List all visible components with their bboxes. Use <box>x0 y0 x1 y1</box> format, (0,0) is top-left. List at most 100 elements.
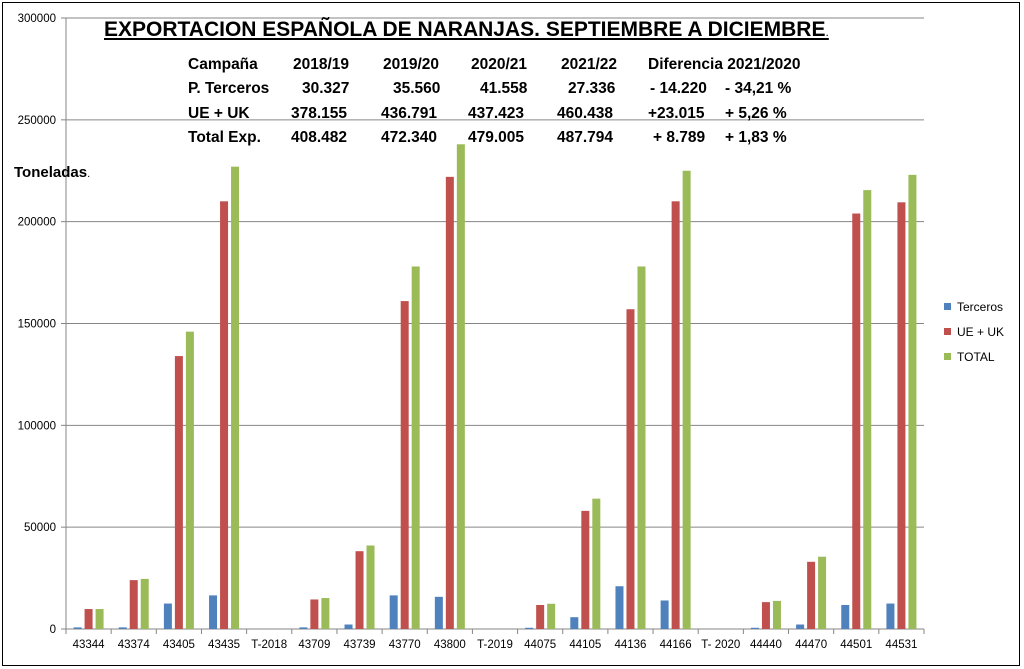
x-tick-label: 44470 <box>795 639 827 651</box>
bar-ue-uk <box>626 309 635 629</box>
bar-ue-uk <box>84 609 93 629</box>
y-axis-unit-text: Toneladas <box>14 164 88 181</box>
y-tick-label: 300000 <box>18 13 56 25</box>
bar-total <box>95 609 104 629</box>
x-tick-label: 44440 <box>750 639 782 651</box>
bar-ue-uk <box>671 201 680 630</box>
table-cell: 460.438 <box>557 105 614 122</box>
table-header-2019-20: 2019/20 <box>383 56 440 73</box>
table-cell: 30.327 <box>302 80 350 97</box>
bar-total <box>908 174 917 629</box>
table-cell: 437.423 <box>468 105 525 122</box>
bar-terceros <box>886 603 895 629</box>
bar-total <box>366 545 375 629</box>
bar-ue-uk <box>852 213 861 629</box>
y-axis-unit-label: Toneladas. <box>14 164 90 181</box>
x-tick-label: 44531 <box>885 639 917 651</box>
chart-title-suffix: . <box>825 25 829 39</box>
table-cell: + 1,83 % <box>725 129 787 146</box>
axes <box>61 17 925 634</box>
x-tick-label: 43435 <box>208 639 240 651</box>
table-cell: + 8.789 <box>653 129 706 146</box>
x-tick-label: 44136 <box>614 639 646 651</box>
y-tick-label: 250000 <box>18 115 56 127</box>
legend-item-ue-uk: UE + UK <box>944 325 1024 339</box>
x-tick-labels: 43344 43374 43405 43435 T-2018 43709 43739 4377… <box>73 639 918 651</box>
table-cell: 27.336 <box>568 80 616 97</box>
bar-ue-uk <box>761 602 770 629</box>
table-header-difference: Diferencia 2021/2020 <box>648 56 801 73</box>
bar-terceros <box>118 627 127 629</box>
table-header-campaign: Campaña <box>188 56 258 73</box>
y-tick-label: 0 <box>50 624 56 636</box>
bar-ue-uk <box>355 551 364 629</box>
bar-terceros <box>163 603 172 629</box>
table-cell: 487.794 <box>557 129 614 146</box>
legend-item-terceros: Terceros <box>944 300 1024 314</box>
table-cell: 436.791 <box>381 105 438 122</box>
legend-swatch <box>944 328 951 335</box>
bar-ue-uk <box>807 561 816 629</box>
bar-total <box>456 144 465 630</box>
bar-terceros <box>209 595 218 629</box>
bar-ue-uk <box>897 202 906 629</box>
chart-title-text: EXPORTACION ESPAÑOLA DE NARANJAS. SEPTIE… <box>104 18 826 41</box>
bar-total <box>682 170 691 629</box>
bar-terceros <box>73 627 82 629</box>
y-axis-unit-suffix: . <box>87 168 91 180</box>
legend-swatch <box>944 353 951 360</box>
table-row-label: UE + UK <box>188 105 250 122</box>
bar-ue-uk <box>536 604 545 629</box>
x-tick-label: 43344 <box>73 639 106 651</box>
legend-label: UE + UK <box>957 325 1005 339</box>
bar-ue-uk <box>129 580 138 629</box>
y-tick-label: 200000 <box>18 217 56 229</box>
bar-terceros <box>389 595 398 629</box>
x-tick-label: 43405 <box>163 639 195 651</box>
bar-total <box>637 266 646 629</box>
y-tick-label: 50000 <box>24 522 56 534</box>
table-cell: 378.155 <box>291 105 348 122</box>
legend-swatch <box>944 303 951 310</box>
bar-terceros <box>750 627 759 629</box>
bar-ue-uk <box>220 201 229 630</box>
x-tick-label: 44105 <box>569 639 601 651</box>
bar-total <box>863 190 872 629</box>
table-cell: + 5,26 % <box>725 105 787 122</box>
table-cell: 472.340 <box>381 129 438 146</box>
bar-total <box>818 556 827 629</box>
bar-total <box>140 578 149 629</box>
legend-label: TOTAL <box>957 350 995 364</box>
y-tick-label: 150000 <box>18 319 56 331</box>
y-tick-label: 100000 <box>18 420 56 432</box>
bar-ue-uk <box>400 301 409 629</box>
y-tick-labels: 0 50000 100000 150000 200000 250000 300000 <box>18 13 56 636</box>
x-tick-label: 43374 <box>118 639 151 651</box>
x-tick-label: 43739 <box>344 639 376 651</box>
x-tick-label: T-2019 <box>477 639 513 651</box>
bar-ue-uk <box>445 176 454 630</box>
table-header-2018-19: 2018/19 <box>293 56 350 73</box>
table-cell: 408.482 <box>291 129 348 146</box>
bar-total <box>547 603 556 629</box>
bar-terceros <box>299 627 308 629</box>
x-tick-label: T- 2020 <box>701 639 740 651</box>
table-cell: - 14.220 <box>650 80 707 97</box>
x-tick-label: 43800 <box>434 639 466 651</box>
bar-terceros <box>796 624 805 629</box>
table-cell: 41.558 <box>480 80 528 97</box>
bar-total <box>592 498 601 629</box>
table-header-2021-22: 2021/22 <box>561 56 618 73</box>
legend-label: Terceros <box>957 300 1004 314</box>
bar-ue-uk <box>174 356 183 629</box>
table-cell: 35.560 <box>393 80 441 97</box>
x-tick-label: 44166 <box>660 639 692 651</box>
x-tick-label: 44075 <box>524 639 556 651</box>
table-row-label: P. Terceros <box>188 80 270 97</box>
x-tick-label: 44501 <box>840 639 872 651</box>
bar-total <box>411 266 420 629</box>
table-cell: 479.005 <box>468 129 525 146</box>
x-tick-label: 43709 <box>298 639 330 651</box>
